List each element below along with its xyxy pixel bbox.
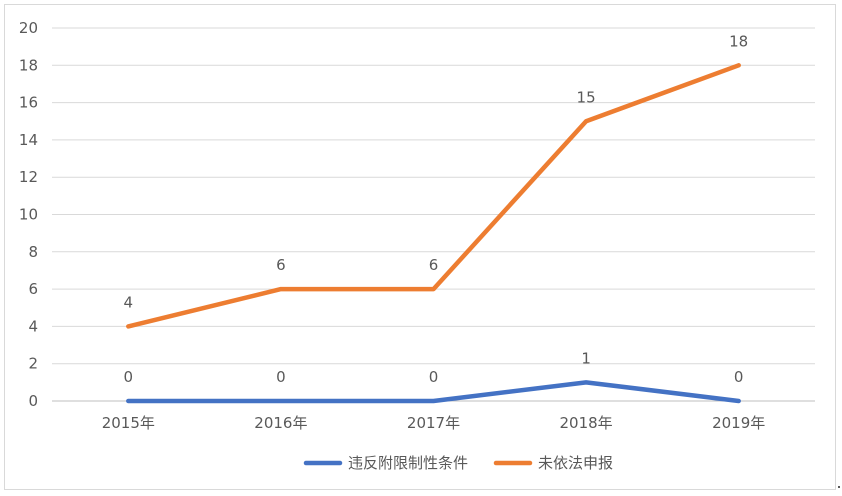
y-tick-label: 20 [19,19,38,37]
x-tick-label: 2015年 [102,414,155,432]
y-tick-label: 14 [19,131,38,149]
y-tick-label: 2 [28,355,38,373]
x-tick-label: 2017年 [407,414,460,432]
x-tick-label: 2018年 [560,414,613,432]
y-tick-label: 12 [19,168,38,186]
legend-label: 未依法申报 [538,454,613,472]
data-label: 6 [276,256,286,274]
y-tick-label: 8 [28,243,38,261]
data-label: 15 [577,88,596,106]
data-label: 0 [734,368,744,386]
y-tick-label: 0 [28,392,38,410]
data-label: 6 [429,256,439,274]
chart-frame [4,4,836,490]
y-tick-label: 4 [28,317,38,335]
legend-label: 违反附限制性条件 [348,454,468,472]
data-label: 0 [276,368,286,386]
data-label: 0 [124,368,134,386]
x-tick-label: 2019年 [712,414,765,432]
data-label: 1 [581,349,591,367]
data-label: 18 [729,32,748,50]
y-tick-label: 6 [28,280,38,298]
data-label: 0 [429,368,439,386]
y-tick-label: 10 [19,206,38,224]
x-tick-label: 2016年 [254,414,307,432]
corner-mark [838,486,840,488]
series-line [126,63,741,329]
y-tick-label: 18 [19,56,38,74]
y-tick-label: 16 [19,94,38,112]
data-label: 4 [124,293,134,311]
